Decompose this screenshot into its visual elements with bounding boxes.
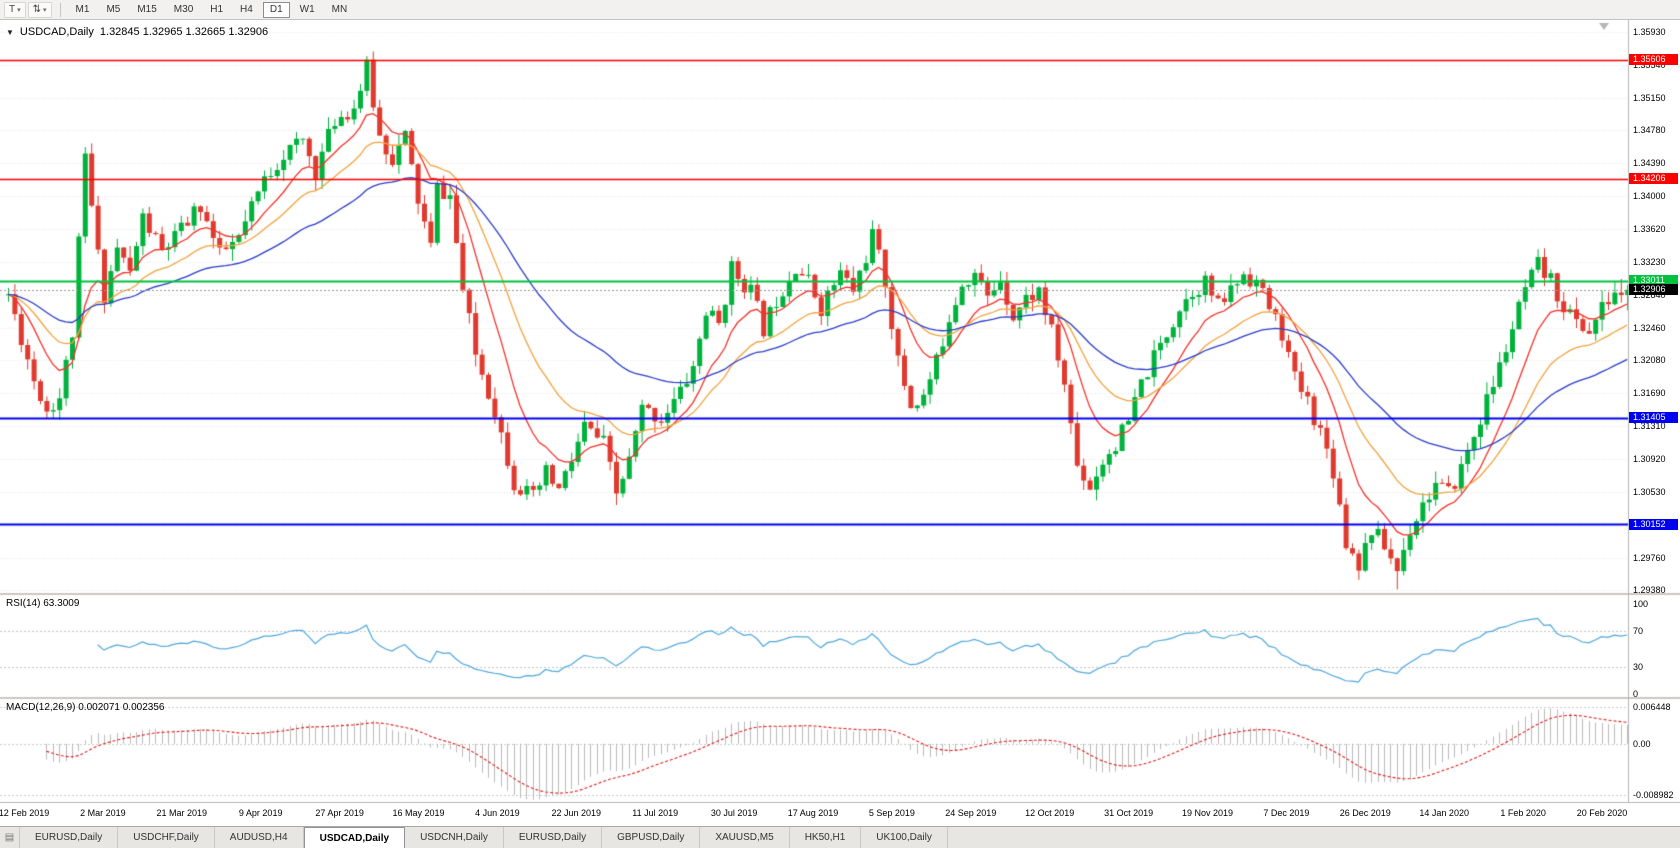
timeframe-button-mn[interactable]: MN — [325, 2, 355, 18]
chart-tab-uk100-daily[interactable]: UK100,Daily — [861, 827, 948, 848]
timeframe-button-h1[interactable]: H1 — [203, 2, 230, 18]
timeframe-button-m15[interactable]: M15 — [130, 2, 163, 18]
timeframe-button-m30[interactable]: M30 — [167, 2, 200, 18]
chart-tab-eurusd-daily[interactable]: EURUSD,Daily — [20, 827, 119, 848]
chart-tab-xauusd-m5[interactable]: XAUUSD,M5 — [700, 827, 790, 848]
chart-windows-icon[interactable]: ▤ — [0, 827, 20, 848]
timeframe-button-m5[interactable]: M5 — [99, 2, 127, 18]
chart-tabs-bar: ▤ EURUSD,Daily USDCHF,Daily AUDUSD,H4 USDCA… — [0, 826, 1680, 848]
timeframe-button-m1[interactable]: M1 — [69, 2, 97, 18]
chart-tab-eurusd-daily[interactable]: EURUSD,Daily — [504, 827, 603, 848]
chart-tabs: EURUSD,Daily USDCHF,Daily AUDUSD,H4 USDCAD,… — [20, 827, 948, 848]
chevron-down-icon: ▾ — [17, 6, 21, 14]
chart-tab-usdchf-daily[interactable]: USDCHF,Daily — [118, 827, 215, 848]
chart-tab-hk50-h1[interactable]: HK50,H1 — [790, 827, 862, 848]
toolbar-separator — [59, 2, 61, 17]
timeframe-button-d1[interactable]: D1 — [262, 1, 290, 18]
chevron-down-icon: ▾ — [43, 6, 47, 14]
price-chart-canvas[interactable] — [0, 20, 1680, 826]
chart-tab-gbpusd-daily[interactable]: GBPUSD,Daily — [602, 827, 701, 848]
timeframe-button-h4[interactable]: H4 — [233, 2, 260, 18]
chart-area: ▼ USDCAD,Daily 1.32845 1.32965 1.32665 1… — [0, 20, 1680, 826]
timeframe-button-w1[interactable]: W1 — [293, 2, 322, 18]
chart-tab-audusd-h4[interactable]: AUDUSD,H4 — [215, 827, 304, 848]
cursor-tool-button[interactable]: T ▾ — [4, 1, 26, 18]
chart-shift-icon: ⇅ — [32, 4, 42, 15]
chart-shift-tool-button[interactable]: ⇅ ▾ — [27, 1, 52, 18]
cursor-tool-icon: T — [9, 4, 16, 15]
chart-tab-usdcnh-daily[interactable]: USDCNH,Daily — [405, 827, 504, 848]
chart-tab-usdcad-daily[interactable]: USDCAD,Daily — [303, 827, 406, 848]
top-toolbar: T ▾ ⇅ ▾ M1 M5 M15 M30 H1 H4 D1 W1 MN — [0, 0, 1680, 20]
timeframe-buttons: M1 M5 M15 M30 H1 H4 D1 W1 MN — [69, 1, 355, 18]
